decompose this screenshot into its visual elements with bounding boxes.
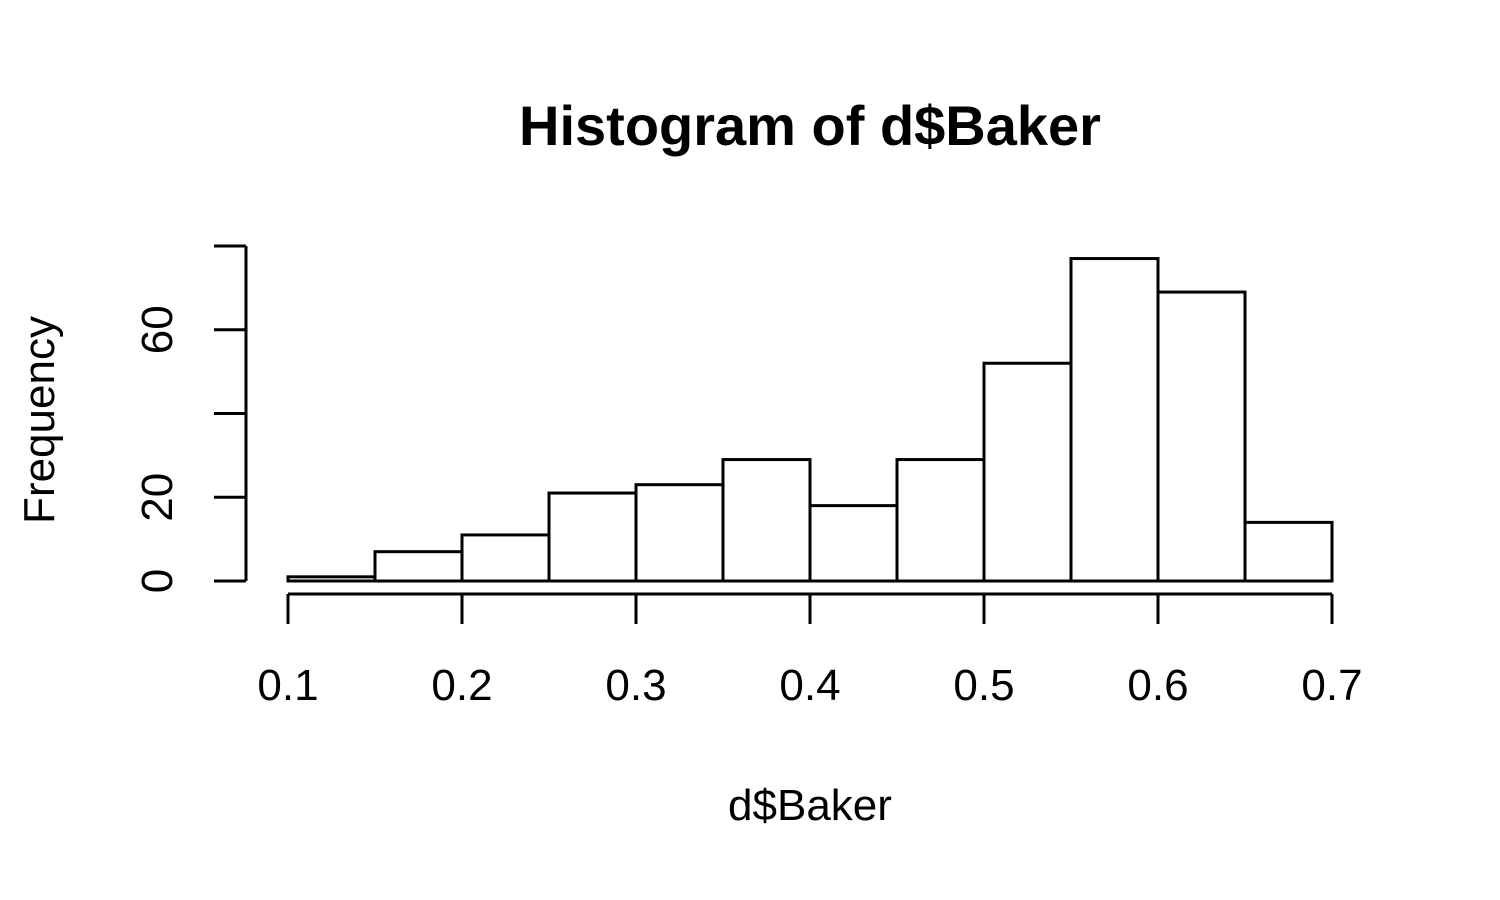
- x-tick-label: 0.3: [605, 661, 666, 710]
- y-tick-label: 20: [133, 473, 182, 522]
- histogram-bar-12: [1243, 520, 1334, 583]
- y-axis: 0 20 60: [133, 244, 248, 593]
- x-tick-label: 0.1: [257, 661, 318, 710]
- x-axis: 0.1 0.2 0.3 0.4 0.5 0.6 0.7: [257, 592, 1363, 710]
- x-tick-label: 0.5: [953, 661, 1014, 710]
- histogram-bar-5: [634, 483, 725, 583]
- histogram-bar-1: [286, 575, 377, 583]
- histogram-bar-11: [1156, 290, 1247, 583]
- histogram-bar-2: [373, 550, 464, 583]
- bars-group: [286, 257, 1334, 583]
- histogram-bar-3: [460, 533, 551, 583]
- chart-title: Histogram of d$Baker: [519, 94, 1101, 157]
- histogram-bar-4: [547, 491, 638, 583]
- histogram-bar-9: [982, 361, 1073, 583]
- histogram-bar-7: [808, 504, 899, 583]
- x-tick-label: 0.6: [1127, 661, 1188, 710]
- histogram-bar-8: [895, 458, 986, 583]
- x-tick-label: 0.7: [1301, 661, 1362, 710]
- x-axis-label: d$Baker: [728, 781, 892, 830]
- x-tick-label: 0.2: [431, 661, 492, 710]
- y-tick-label: 0: [133, 569, 182, 593]
- y-axis-label: Frequency: [15, 316, 64, 524]
- x-tick-label: 0.4: [779, 661, 840, 710]
- histogram-bar-6: [721, 458, 812, 583]
- histogram-bar-10: [1069, 257, 1160, 583]
- y-tick-label: 60: [133, 305, 182, 354]
